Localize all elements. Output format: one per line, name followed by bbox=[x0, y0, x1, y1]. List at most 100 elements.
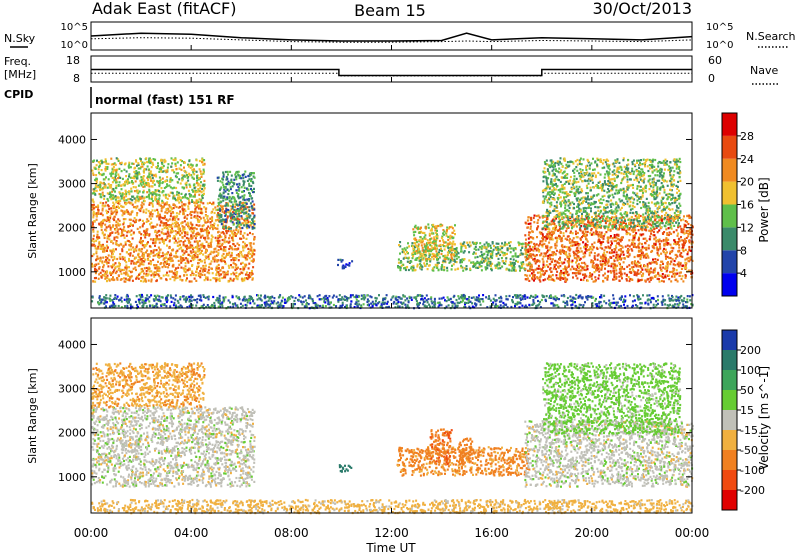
heat-cell-region-6 bbox=[576, 231, 579, 235]
heat-cell-region-6 bbox=[535, 254, 538, 257]
heat-cell-region-4 bbox=[465, 265, 468, 268]
heat-cell-region-4 bbox=[438, 256, 441, 259]
heat-cell-region-4 bbox=[514, 252, 517, 255]
heat-cell-region-0 bbox=[119, 268, 122, 271]
heat-cell-region-0 bbox=[207, 225, 210, 228]
heat-cell-region-0 bbox=[223, 238, 226, 241]
heat-cell-region-0 bbox=[121, 234, 124, 237]
heat-cell-region-5 bbox=[447, 257, 450, 260]
heat-cell-region-0 bbox=[134, 205, 137, 209]
heat-cell-region-0 bbox=[183, 234, 186, 238]
heat-cell-region-2 bbox=[220, 223, 223, 226]
heat-cell-region-4 bbox=[473, 251, 476, 254]
heat-cell-region-1 bbox=[202, 183, 205, 186]
heat-cell-region-0 bbox=[157, 253, 160, 257]
heat-cell-region-4 bbox=[474, 245, 477, 248]
heat-cell-region-4 bbox=[442, 259, 445, 262]
heat-cell-region-0 bbox=[224, 236, 227, 239]
heat-cell-region-0 bbox=[208, 263, 211, 266]
heat-cell-region-4 bbox=[426, 268, 429, 271]
heat-cell-region-0 bbox=[240, 271, 243, 274]
heat-cell-region-0 bbox=[140, 270, 143, 273]
heat-cell-region-6 bbox=[638, 261, 641, 264]
heat-cell-region-0 bbox=[170, 257, 173, 260]
heat-cell-region-0 bbox=[202, 264, 205, 268]
heat-cell-region-6 bbox=[602, 256, 605, 259]
heat-cell-region-0 bbox=[121, 268, 124, 272]
heat-cell-region-6 bbox=[677, 226, 680, 229]
heat-cell-region-0 bbox=[132, 224, 134, 227]
heat-cell-region-0 bbox=[108, 220, 111, 223]
heat-cell-region-0 bbox=[107, 210, 110, 214]
heat-cell-region-1 bbox=[125, 192, 128, 196]
heat-cell-region-0 bbox=[174, 269, 177, 272]
heat-cell-region-0 bbox=[214, 277, 217, 280]
heat-cell-region-0 bbox=[96, 230, 99, 233]
heat-cell-region-6 bbox=[537, 264, 540, 268]
heat-cell-region-0 bbox=[142, 240, 144, 243]
heat-cell-region-4 bbox=[424, 259, 427, 262]
heat-cell-region-0 bbox=[96, 233, 99, 236]
heat-cell-region-1 bbox=[104, 169, 107, 172]
heat-cell-region-2 bbox=[235, 189, 238, 192]
heat-cell-region-0 bbox=[156, 269, 159, 272]
heat-cell-region-6 bbox=[583, 234, 586, 237]
heat-cell-region-0 bbox=[91, 205, 94, 208]
heat-cell-region-0 bbox=[212, 203, 215, 206]
heat-cell-region-5 bbox=[447, 227, 450, 230]
heat-cell-region-0 bbox=[240, 216, 243, 219]
heat-cell-region-2 bbox=[248, 178, 251, 181]
heat-cell-region-6 bbox=[565, 246, 568, 249]
heat-cell-region-0 bbox=[176, 271, 178, 274]
heat-cell-region-6 bbox=[584, 242, 587, 245]
heat-cell-region-0 bbox=[241, 279, 244, 283]
heat-cell-region-0 bbox=[132, 249, 135, 252]
cpid-text: normal (fast) 151 RF bbox=[95, 93, 235, 107]
heat-cell-region-4 bbox=[510, 262, 513, 266]
heat-cell-region-5 bbox=[435, 250, 438, 253]
heat-cell-region-1 bbox=[199, 177, 201, 180]
heat-cell-region-0 bbox=[240, 278, 243, 281]
heat-cell-region-6 bbox=[587, 219, 590, 222]
heat-cell-region-6 bbox=[610, 265, 613, 268]
heat-cell-region-0 bbox=[201, 273, 204, 276]
heat-cell-region-2 bbox=[224, 198, 227, 201]
heat-cell-region-0 bbox=[150, 280, 153, 283]
heat-cell-region-1 bbox=[95, 185, 98, 188]
heat-cell-region-6 bbox=[619, 248, 622, 251]
heat-cell-region-0 bbox=[126, 273, 129, 276]
heat-cell-region-0 bbox=[192, 273, 195, 276]
heat-cell-region-6 bbox=[554, 246, 557, 250]
heat-cell-region-0 bbox=[192, 258, 195, 262]
heat-cell-region-6 bbox=[525, 274, 528, 277]
heat-cell-region-1 bbox=[140, 176, 143, 179]
heat-cell-region-0 bbox=[225, 271, 228, 274]
heat-cell-region-6 bbox=[546, 277, 549, 280]
heat-cell-region-6 bbox=[597, 264, 599, 267]
heat-cell-region-0 bbox=[161, 251, 164, 254]
heat-cell-region-6 bbox=[685, 267, 688, 270]
heat-cell-region-0 bbox=[151, 272, 154, 275]
heat-cell-region-1 bbox=[128, 161, 131, 164]
heat-cell-region-0 bbox=[199, 236, 202, 239]
heat-cell-region-0 bbox=[223, 276, 225, 279]
heat-cell-region-0 bbox=[235, 254, 238, 257]
heat-cell-region-0 bbox=[222, 223, 225, 226]
heat-cell-region-2 bbox=[234, 173, 237, 176]
heat-cell-region-0 bbox=[221, 208, 224, 211]
heat-cell-region-6 bbox=[555, 274, 558, 277]
heat-cell-region-5 bbox=[453, 229, 456, 232]
heat-cell-region-4 bbox=[406, 260, 409, 263]
heat-cell-region-5 bbox=[418, 239, 421, 242]
heat-cell-region-0 bbox=[111, 272, 114, 275]
heat-cell-region-4 bbox=[495, 242, 498, 245]
heat-cell-region-0 bbox=[205, 214, 207, 217]
heat-cell-region-6 bbox=[573, 218, 576, 221]
heat-cell-region-6 bbox=[651, 245, 654, 248]
heat-cell-region-0 bbox=[163, 242, 165, 245]
heat-cell-region-6 bbox=[621, 222, 624, 225]
heat-cell-region-0 bbox=[204, 276, 207, 279]
heat-cell-region-6 bbox=[618, 224, 621, 227]
heat-cell-region-6 bbox=[563, 274, 565, 277]
heat-cell-region-6 bbox=[658, 243, 661, 246]
